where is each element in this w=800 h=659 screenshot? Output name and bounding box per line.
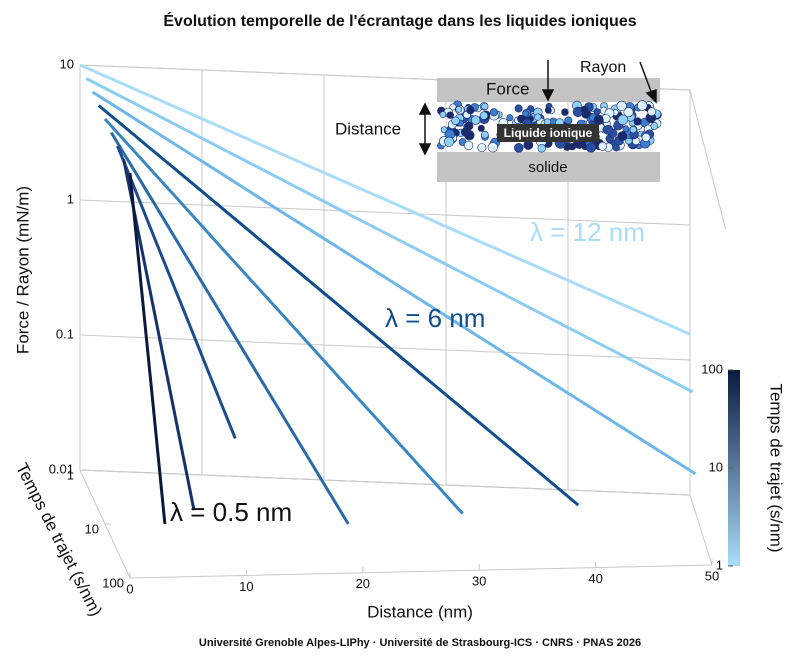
annotation: λ = 12 nm <box>530 217 645 247</box>
arrow-head <box>418 102 432 115</box>
ion <box>506 114 514 122</box>
ion <box>603 124 614 135</box>
z-tick-label: 100 <box>102 575 124 590</box>
surface-curve <box>116 145 237 439</box>
ion <box>616 100 627 112</box>
ion <box>481 130 489 139</box>
arrows <box>418 60 657 156</box>
radius-arrow <box>639 61 653 95</box>
ion <box>537 144 546 153</box>
ion <box>544 106 552 114</box>
ion <box>617 131 628 142</box>
ion <box>479 111 489 120</box>
ion <box>466 106 475 115</box>
distance-label: Distance <box>335 119 401 138</box>
arrow-head <box>541 89 555 102</box>
liquid-label: Liquide ionique <box>504 126 593 140</box>
ion <box>489 108 498 117</box>
label-background <box>497 124 599 142</box>
z-axis-label: Temps de trajet (s/nm) <box>12 460 106 619</box>
z-tick-label: 10 <box>85 521 99 536</box>
bottom-plate <box>437 152 660 182</box>
inset-diagram: Liquide ionique solide Force Rayon Dista… <box>335 59 662 182</box>
ion <box>617 114 629 126</box>
surface-curve <box>85 77 694 394</box>
footer: Université Grenoble Alpes-LIPhy · Univer… <box>199 637 641 649</box>
surface-curve <box>110 131 350 525</box>
colorbar <box>728 370 740 566</box>
ion <box>593 114 604 125</box>
ion <box>439 111 447 118</box>
right-edge <box>689 89 726 230</box>
y-tick-label: 1 <box>67 191 74 206</box>
ion <box>534 113 542 121</box>
annotation: λ = 0.5 nm <box>170 497 292 527</box>
ion <box>443 136 455 147</box>
ion <box>481 102 489 111</box>
ion <box>629 125 637 134</box>
axes: 0 10 20 30 40 50 0.01 0.1 1 10 1 10 100 <box>49 56 726 596</box>
surface-curve <box>128 172 167 525</box>
ion <box>585 142 597 153</box>
ion <box>647 107 656 117</box>
ion <box>598 141 607 151</box>
ion <box>451 116 460 126</box>
x-tick-label: 20 <box>356 576 370 591</box>
x-tick-label: 50 <box>705 568 719 583</box>
y-axis-label: Force / Rayon (mN/m) <box>13 186 32 354</box>
annotation: λ = 6 nm <box>385 303 485 333</box>
ion <box>477 124 485 132</box>
surface <box>79 63 697 525</box>
colorbar-tick-label: 10 <box>709 459 723 474</box>
x-tick-label: 10 <box>239 579 253 594</box>
colorbar-axis: 1 10 100 <box>701 361 733 572</box>
ion <box>487 142 498 153</box>
ion <box>514 143 524 153</box>
ion <box>446 111 454 119</box>
x-axis-label: Distance (nm) <box>367 602 473 621</box>
ion <box>641 133 651 142</box>
y-tick-label: 0.1 <box>56 326 74 341</box>
force-label: Force <box>486 79 529 98</box>
z-tick-label: 1 <box>67 467 74 482</box>
grid-line <box>79 469 691 496</box>
ion <box>464 121 474 131</box>
ion <box>470 115 481 125</box>
y-tick-label: 10 <box>60 56 74 71</box>
ion <box>514 104 523 113</box>
grid-line <box>79 334 691 361</box>
ion <box>440 126 448 133</box>
radius-label: Rayon <box>580 59 626 76</box>
ion <box>623 107 634 118</box>
y-tick-label: 0.01 <box>49 461 74 476</box>
ion <box>455 106 463 113</box>
x-tick-label: 30 <box>472 574 486 589</box>
surface-curve <box>103 117 464 515</box>
ion <box>637 100 648 111</box>
colorbar-label: Temps de trajet (s/nm) <box>767 383 786 552</box>
solid-label: solide <box>528 159 567 176</box>
chart-title: Évolution temporelle de l'écrantage dans… <box>163 11 636 30</box>
surface-curve <box>91 90 697 476</box>
ion <box>463 140 474 151</box>
colorbar-tick-label: 1 <box>716 557 723 572</box>
ion <box>561 108 569 116</box>
arrow-head <box>418 143 432 156</box>
colorbar-tick-label: 100 <box>701 361 723 376</box>
arrow-head <box>645 88 657 104</box>
ion <box>633 117 642 126</box>
x-tick-label: 0 <box>126 581 133 596</box>
x-tick-label: 40 <box>588 571 602 586</box>
surface-curve <box>79 63 691 336</box>
ion <box>593 108 601 116</box>
ion <box>477 143 487 153</box>
ion <box>584 110 592 118</box>
ion <box>522 110 530 117</box>
surface-curve <box>97 104 580 507</box>
ion <box>622 125 630 132</box>
ion <box>650 122 659 130</box>
